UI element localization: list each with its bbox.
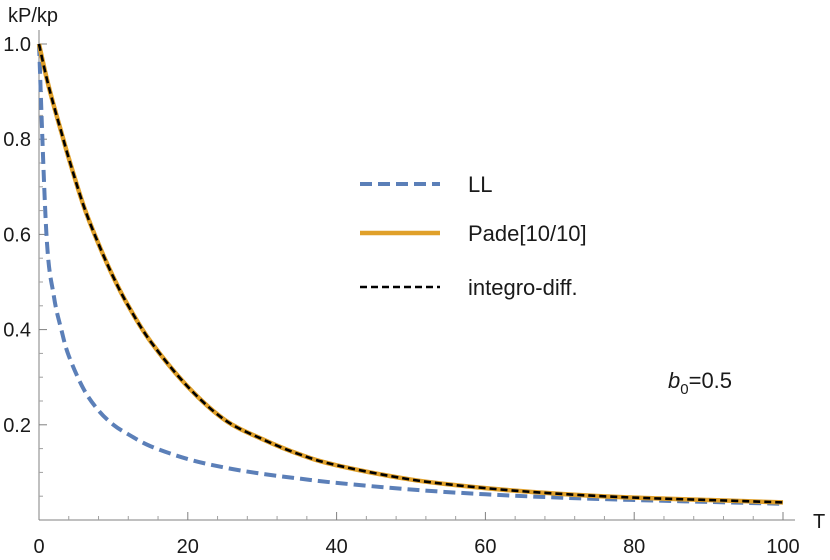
x-tick-label: 40 — [325, 536, 347, 558]
axes — [38, 30, 795, 521]
y-tick-label: 0.6 — [3, 224, 31, 246]
series-line-pade-10-10 — [36, 43, 784, 505]
annotation-subscript: 0 — [680, 381, 688, 398]
ticks: 0 20 40 60 80 100 0.2 0.4 0.6 0.8 1.0 — [3, 34, 800, 558]
x-tick-label: 0 — [33, 536, 44, 558]
legend-label-ll: LL — [468, 172, 492, 197]
series-line-ll — [37, 43, 784, 506]
legend-label-integro-diff: integro-diff. — [468, 275, 578, 300]
y-tick-label: 0.8 — [3, 129, 31, 151]
legend: LL Pade[10/10] integro-diff. — [360, 172, 587, 300]
y-tick-label: 1.0 — [3, 34, 31, 56]
y-tick-label: 0.4 — [3, 320, 31, 342]
x-tick-label: 60 — [474, 536, 496, 558]
series-line-integro-diff — [37, 43, 784, 504]
x-axis-title: T — [813, 511, 825, 533]
y-tick-label: 0.2 — [3, 415, 31, 437]
x-tick-label: 100 — [766, 536, 799, 558]
annotation-symbol: b — [668, 368, 680, 393]
y-axis-title: kP/kp — [8, 5, 58, 27]
series-layer — [36, 43, 784, 506]
legend-label-pade-10-10: Pade[10/10] — [468, 221, 587, 246]
x-tick-label: 80 — [623, 536, 645, 558]
x-tick-label: 20 — [177, 536, 199, 558]
annotation-value: =0.5 — [689, 368, 732, 393]
parameter-annotation: b0=0.5 — [668, 368, 732, 398]
